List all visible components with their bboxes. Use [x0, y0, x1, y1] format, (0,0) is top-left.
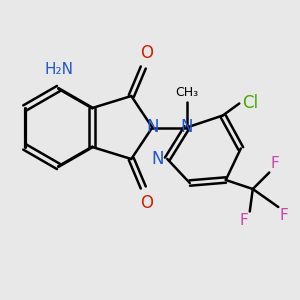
- Text: N: N: [181, 118, 193, 136]
- Text: N: N: [146, 118, 158, 136]
- Text: F: F: [271, 156, 280, 171]
- Text: F: F: [239, 213, 248, 228]
- Text: Cl: Cl: [242, 94, 258, 112]
- Text: N: N: [152, 150, 164, 168]
- Text: CH₃: CH₃: [175, 86, 198, 99]
- Text: H₂N: H₂N: [44, 61, 73, 76]
- Text: O: O: [140, 44, 153, 62]
- Text: F: F: [280, 208, 289, 224]
- Text: O: O: [140, 194, 153, 211]
